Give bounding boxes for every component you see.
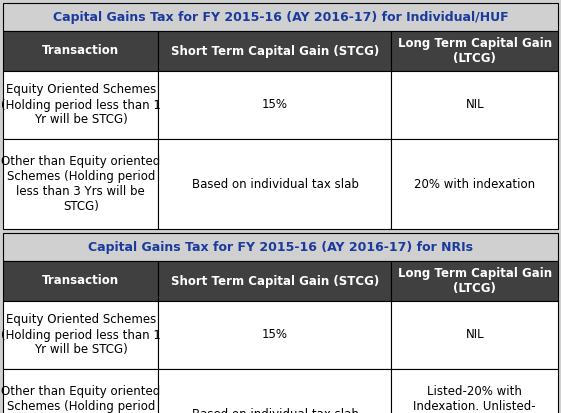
Bar — [3, 369, 158, 413]
Text: Equity Oriented Schemes
(Holding period less than 1
Yr will be STCG): Equity Oriented Schemes (Holding period … — [1, 83, 160, 126]
Bar — [3, 31, 158, 71]
Text: Transaction: Transaction — [42, 275, 119, 287]
Text: Capital Gains Tax for FY 2015-16 (AY 2016-17) for Individual/HUF: Capital Gains Tax for FY 2015-16 (AY 201… — [53, 10, 508, 24]
Text: 20% with indexation: 20% with indexation — [414, 178, 535, 190]
Text: Long Term Capital Gain
(LTCG): Long Term Capital Gain (LTCG) — [398, 37, 552, 65]
Bar — [158, 301, 392, 369]
Bar — [392, 261, 558, 301]
Text: Short Term Capital Gain (STCG): Short Term Capital Gain (STCG) — [171, 275, 379, 287]
Text: Capital Gains Tax for FY 2015-16 (AY 2016-17) for NRIs: Capital Gains Tax for FY 2015-16 (AY 201… — [88, 240, 473, 254]
Bar — [3, 261, 158, 301]
Text: Equity Oriented Schemes
(Holding period less than 1
Yr will be STCG): Equity Oriented Schemes (Holding period … — [1, 313, 160, 356]
Bar — [3, 139, 158, 229]
Text: 15%: 15% — [262, 98, 288, 112]
Text: Based on individual tax slab: Based on individual tax slab — [191, 408, 358, 413]
Text: Short Term Capital Gain (STCG): Short Term Capital Gain (STCG) — [171, 45, 379, 57]
Text: Other than Equity oriented
Schemes (Holding period
less than 3 Yrs will be
STCG): Other than Equity oriented Schemes (Hold… — [1, 385, 160, 413]
Bar — [392, 301, 558, 369]
Text: Other than Equity oriented
Schemes (Holding period
less than 3 Yrs will be
STCG): Other than Equity oriented Schemes (Hold… — [1, 155, 160, 213]
Bar — [3, 71, 158, 139]
Text: Listed-20% with
Indexation. Unlisted-
10% without
Indexation.: Listed-20% with Indexation. Unlisted- 10… — [413, 385, 536, 413]
Bar — [158, 139, 392, 229]
Text: NIL: NIL — [466, 328, 484, 342]
Text: 15%: 15% — [262, 328, 288, 342]
Bar — [392, 71, 558, 139]
Bar — [158, 369, 392, 413]
Bar — [3, 233, 558, 261]
Text: Based on individual tax slab: Based on individual tax slab — [191, 178, 358, 190]
Bar — [158, 261, 392, 301]
Text: Long Term Capital Gain
(LTCG): Long Term Capital Gain (LTCG) — [398, 267, 552, 295]
Bar — [158, 31, 392, 71]
Bar — [392, 369, 558, 413]
Bar — [3, 3, 558, 31]
Text: Transaction: Transaction — [42, 45, 119, 57]
Bar — [392, 31, 558, 71]
Bar — [3, 301, 158, 369]
Bar — [158, 71, 392, 139]
Bar — [392, 139, 558, 229]
Text: NIL: NIL — [466, 98, 484, 112]
